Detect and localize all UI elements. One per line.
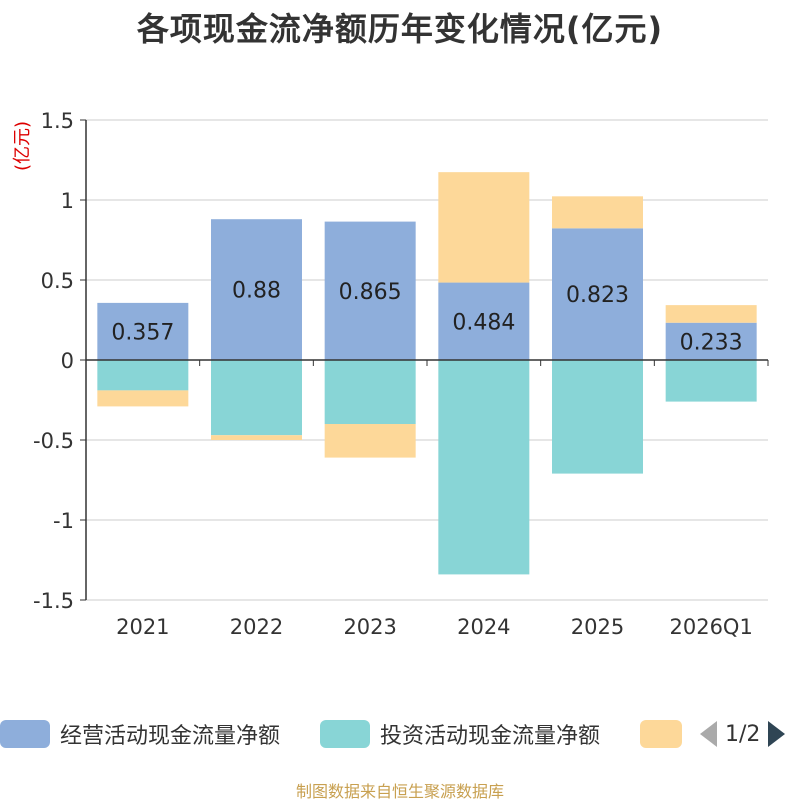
bar-2022-series-2 <box>211 435 302 440</box>
bar-2023-series-1 <box>324 360 416 424</box>
bar-2025-series-2 <box>552 196 643 229</box>
bar-2022-series-1 <box>211 360 302 436</box>
legend-swatch <box>320 720 370 748</box>
axes: 1.5 1 0.5 0 -0.5 -1 -1.5 2021 2022 2023 2024 2025 20… <box>33 109 769 639</box>
y-tick-label: 0 <box>61 349 74 373</box>
prev-page-icon[interactable] <box>700 721 717 747</box>
legend-label: 投资活动现金流量净额 <box>380 724 601 749</box>
bar-2024-series-2 <box>438 172 530 283</box>
legend-item-operating[interactable]: 经营活动现金流量净额 <box>0 714 280 754</box>
legend: 经营活动现金流量净额 投资活动现金流量净额 1/2 <box>0 714 800 754</box>
data-label: 0.233 <box>680 330 743 355</box>
legend-swatch <box>0 720 50 748</box>
bar-2023-series-0 <box>324 221 416 360</box>
x-tick-label: 2025 <box>571 615 624 639</box>
data-label: 0.357 <box>111 320 174 345</box>
data-source-note: 制图数据来自恒生聚源数据库 <box>295 782 504 801</box>
data-label: 0.823 <box>566 283 629 308</box>
bar-2021-series-0 <box>97 302 189 360</box>
y-axis-label: (亿元) <box>12 121 33 171</box>
data-label: 0.484 <box>452 310 515 335</box>
bar-2022-series-0 <box>211 219 302 360</box>
x-tick-label: 2021 <box>116 615 169 639</box>
bar-2021-series-2 <box>97 390 189 407</box>
bar-2026Q1-series-2 <box>665 305 757 323</box>
bars <box>97 172 757 575</box>
legend-page-indicator: 1/2 <box>725 721 761 747</box>
legend-item-third[interactable] <box>640 714 682 754</box>
y-tick-label: 1.5 <box>41 109 74 133</box>
bar-2024-series-0 <box>438 282 530 360</box>
y-tick-label: -1 <box>53 509 74 533</box>
y-tick-label: -0.5 <box>33 429 74 453</box>
bar-2025-series-0 <box>552 228 643 360</box>
data-label: 0.88 <box>232 279 281 304</box>
data-labels: 0.357 0.88 0.865 0.484 0.823 0.233 <box>111 279 742 356</box>
bar-2026Q1-series-1 <box>665 360 757 402</box>
y-tick-label: -1.5 <box>33 589 74 613</box>
y-tick-label: 1 <box>61 189 74 213</box>
bar-2023-series-2 <box>324 424 416 458</box>
chart-title: 各项现金流净额历年变化情况(亿元) <box>136 10 664 48</box>
legend-swatch <box>640 720 682 748</box>
legend-item-investing[interactable]: 投资活动现金流量净额 <box>320 714 600 754</box>
bar-2026Q1-series-0 <box>665 322 757 360</box>
data-label: 0.865 <box>339 280 402 305</box>
bar-2021-series-1 <box>97 360 189 391</box>
y-tick-label: 0.5 <box>41 269 74 293</box>
legend-label: 经营活动现金流量净额 <box>60 724 281 749</box>
x-tick-label: 2024 <box>457 615 510 639</box>
next-page-icon[interactable] <box>768 721 786 747</box>
x-tick-label: 2026Q1 <box>669 615 752 639</box>
x-tick-label: 2023 <box>343 615 396 639</box>
legend-pager: 1/2 <box>700 714 786 754</box>
bar-2024-series-1 <box>438 360 530 575</box>
x-tick-label: 2022 <box>230 615 283 639</box>
bar-2025-series-1 <box>552 360 643 474</box>
bar-chart: 1.5 1 0.5 0 -0.5 -1 -1.5 2021 2022 2023 2024 2025 20… <box>12 109 769 639</box>
